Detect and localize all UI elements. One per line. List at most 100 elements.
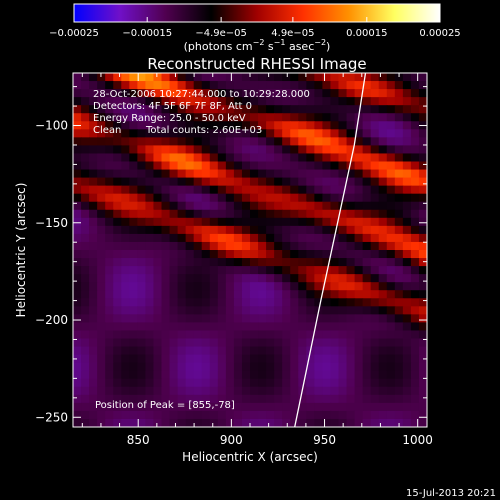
heatmap-cell	[314, 129, 324, 138]
heatmap-cell	[394, 225, 404, 235]
heatmap-cell	[177, 314, 187, 324]
heatmap-cell	[241, 314, 251, 324]
heatmap-cell	[161, 241, 171, 251]
heatmap-cell	[338, 370, 348, 380]
heatmap-cell	[418, 394, 427, 404]
heatmap-cell	[266, 209, 275, 219]
heatmap-cell	[185, 233, 195, 243]
heatmap-cell	[137, 274, 147, 283]
heatmap-cell	[193, 250, 203, 259]
heatmap-cell	[346, 418, 356, 427]
heatmap-cell	[89, 346, 98, 356]
heatmap-cell	[73, 89, 82, 98]
heatmap-cell	[282, 306, 291, 315]
heatmap-cell	[378, 129, 388, 138]
heatmap-cell	[225, 266, 235, 275]
heatmap-cell	[81, 274, 90, 283]
heatmap-cell	[225, 169, 235, 179]
heatmap-cell	[314, 113, 324, 122]
heatmap-cell	[145, 177, 155, 187]
heatmap-cell	[298, 97, 307, 106]
heatmap-cell	[306, 105, 315, 114]
heatmap-cell	[121, 410, 130, 420]
heatmap-cell	[266, 250, 275, 259]
heatmap-cell	[386, 145, 396, 155]
heatmap-cell	[322, 177, 332, 187]
heatmap-cell	[153, 314, 163, 324]
heatmap-cell	[225, 338, 235, 348]
heatmap-cell	[338, 169, 348, 179]
heatmap-cell	[121, 209, 130, 219]
heatmap-cell	[250, 362, 259, 372]
heatmap-cell	[193, 346, 203, 356]
heatmap-cell	[274, 73, 283, 82]
heatmap-cell	[145, 121, 155, 130]
heatmap-cell	[217, 410, 227, 420]
heatmap-cell	[362, 169, 372, 179]
heatmap-cell	[193, 177, 203, 187]
heatmap-cell	[169, 217, 179, 227]
heatmap-cell	[169, 314, 179, 324]
heatmap-cell	[402, 274, 412, 283]
heatmap-cell	[322, 121, 332, 130]
heatmap-cell	[362, 225, 372, 235]
heatmap-cell	[137, 201, 147, 211]
heatmap-cell	[314, 362, 324, 372]
heatmap-cell	[209, 137, 219, 147]
heatmap-cell	[209, 306, 219, 315]
heatmap-cell	[145, 274, 155, 283]
heatmap-cell	[241, 137, 251, 147]
heatmap-cell	[394, 338, 404, 348]
heatmap-cell	[145, 241, 155, 251]
heatmap-cell	[410, 161, 420, 171]
heatmap-cell	[322, 233, 332, 243]
heatmap-cell	[314, 241, 324, 251]
heatmap-cell	[177, 298, 187, 307]
heatmap-cell	[145, 322, 155, 332]
heatmap-cell	[354, 314, 364, 324]
heatmap-cell	[330, 169, 340, 179]
heatmap-cell	[418, 362, 427, 372]
heatmap-cell	[89, 394, 98, 404]
heatmap-cell	[121, 322, 130, 332]
heatmap-cell	[346, 290, 356, 299]
heatmap-cell	[241, 209, 251, 219]
heatmap-cell	[306, 394, 315, 404]
heatmap-cell	[169, 185, 179, 195]
heatmap-cell	[290, 290, 299, 299]
heatmap-cell	[201, 282, 211, 291]
heatmap-cell	[105, 137, 114, 147]
heatmap-cell	[354, 73, 364, 82]
heatmap-cell	[145, 81, 155, 90]
heatmap-cell	[330, 193, 340, 203]
heatmap-cell	[354, 185, 364, 195]
heatmap-cell	[241, 169, 251, 179]
heatmap-cell	[354, 322, 364, 332]
heatmap-cell	[89, 225, 98, 235]
heatmap-cell	[386, 418, 396, 427]
heatmap-cell	[137, 129, 147, 138]
heatmap-cell	[298, 153, 307, 163]
heatmap-cell	[402, 161, 412, 171]
heatmap-cell	[81, 161, 90, 171]
heatmap-cell	[217, 306, 227, 315]
heatmap-cell	[153, 258, 163, 267]
heatmap-cell	[370, 225, 380, 235]
heatmap-cell	[217, 145, 227, 155]
heatmap-cell	[233, 161, 243, 171]
heatmap-cell	[282, 233, 291, 243]
heatmap-cell	[225, 282, 235, 291]
heatmap-cell	[73, 81, 82, 90]
heatmap-cell	[113, 266, 122, 275]
heatmap-cell	[274, 153, 283, 163]
heatmap-cell	[298, 338, 307, 348]
heatmap-cell	[73, 161, 82, 171]
heatmap-cell	[386, 314, 396, 324]
annotation-detectors: Detectors: 4F 5F 6F 7F 8F, Att 0	[93, 101, 252, 112]
heatmap-cell	[97, 97, 106, 106]
heatmap-cell	[153, 362, 163, 372]
heatmap-cell	[201, 121, 211, 130]
heatmap-cell	[73, 97, 82, 106]
heatmap-cell	[177, 258, 187, 267]
heatmap-cell	[394, 73, 404, 82]
